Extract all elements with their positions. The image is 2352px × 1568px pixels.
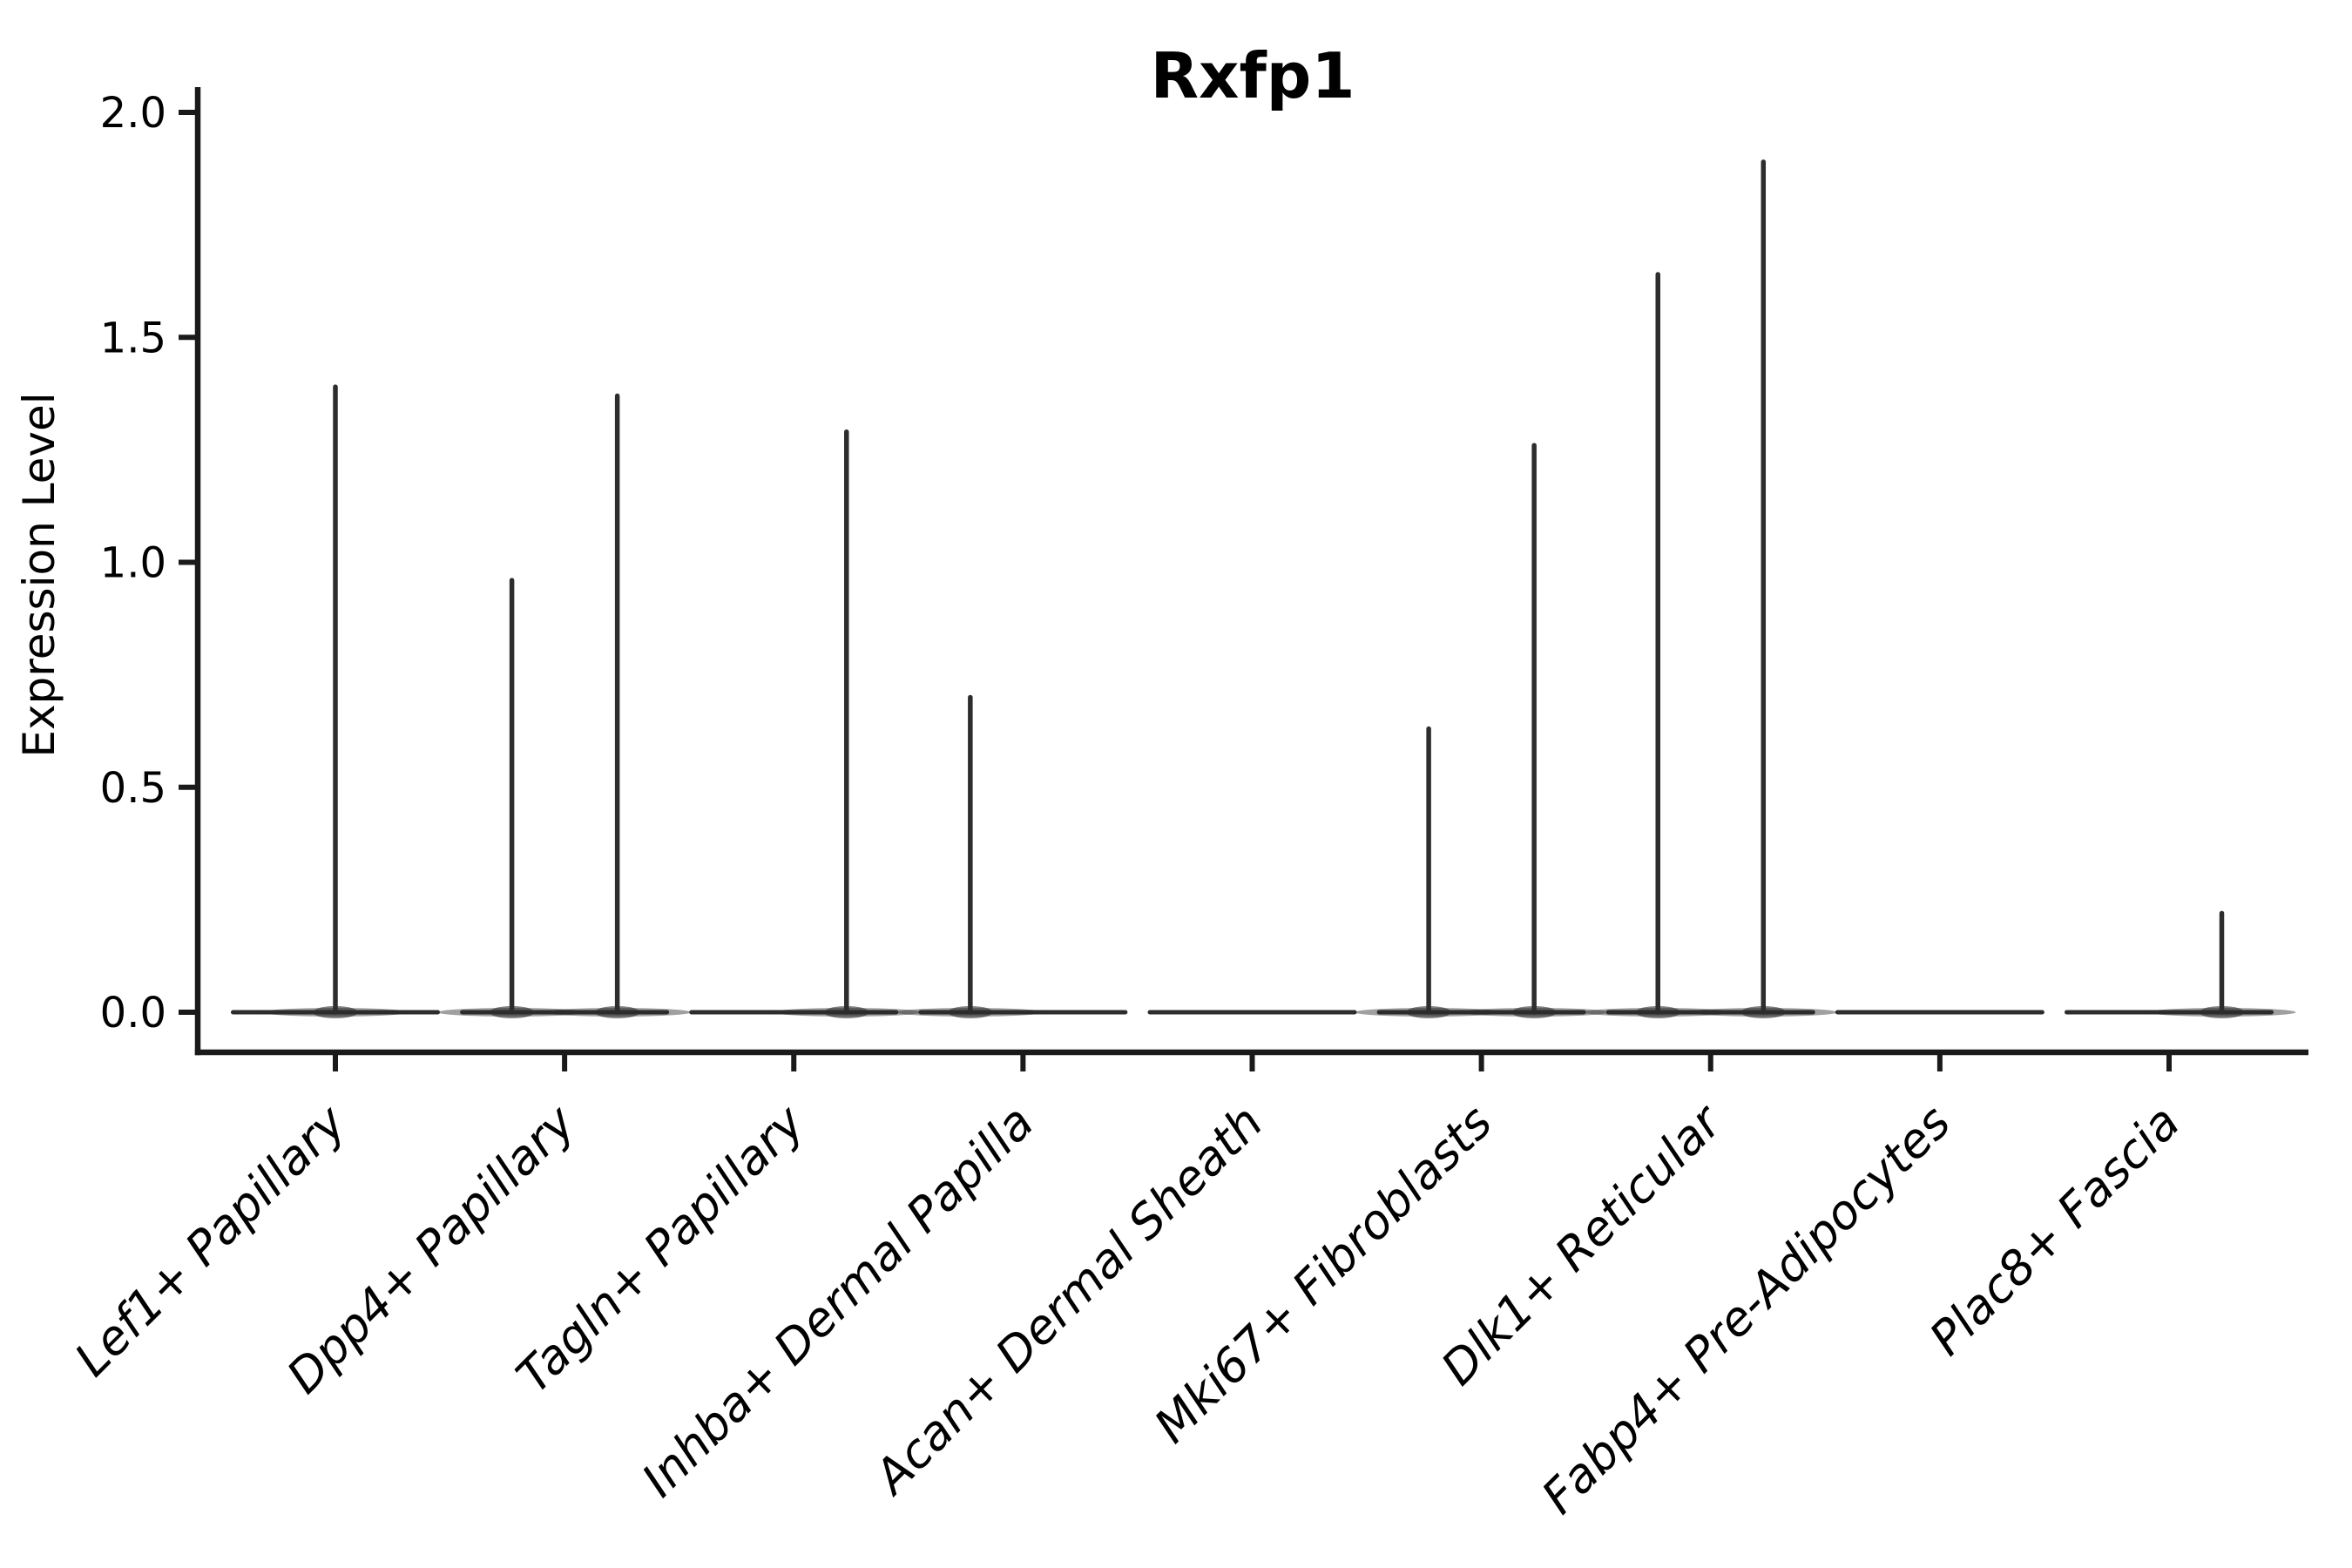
violin bbox=[1355, 443, 1609, 1018]
y-tick-label: 0.0 bbox=[100, 989, 166, 1037]
violin bbox=[1835, 1010, 2044, 1015]
y-tick-label: 2.0 bbox=[100, 89, 166, 138]
y-axis-title: Expression Level bbox=[14, 392, 64, 757]
violin-baseline bbox=[1147, 1010, 1357, 1015]
violin bbox=[896, 694, 1128, 1018]
y-tick-label: 0.5 bbox=[100, 764, 166, 813]
chart-title: Rxfp1 bbox=[1151, 39, 1355, 112]
violin bbox=[689, 429, 921, 1018]
violin bbox=[437, 393, 692, 1018]
y-tick-label: 1.5 bbox=[100, 314, 166, 362]
violins-layer bbox=[231, 159, 2296, 1018]
x-tick-label: Acan+ Dermal Sheath bbox=[862, 1095, 1274, 1506]
violin-baseline bbox=[1835, 1010, 2044, 1015]
axes-layer bbox=[179, 87, 2308, 1071]
x-tick-label: Inhba+ Dermal Papilla bbox=[632, 1095, 1044, 1508]
y-tick-label: 1.0 bbox=[100, 539, 166, 588]
x-tick-label: Plac8+ Fascia bbox=[1919, 1095, 2190, 1366]
violin bbox=[1147, 1010, 1357, 1015]
violin bbox=[1584, 159, 1838, 1018]
violin bbox=[2065, 910, 2296, 1018]
x-tick-label: Fabp4+ Pre-Adipocytes bbox=[1531, 1095, 1961, 1524]
violin bbox=[231, 384, 440, 1018]
